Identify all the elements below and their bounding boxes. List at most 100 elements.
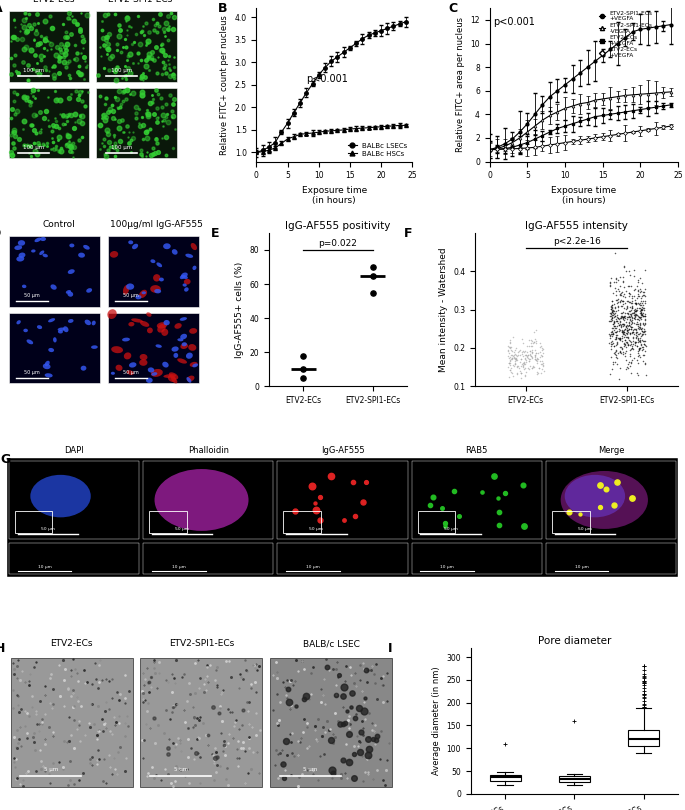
Point (630, 336, 640, 349)
Point (616, 342, 627, 355)
Point (639, 327, 650, 340)
Point (619, 336, 630, 349)
Point (614, 333, 625, 346)
Point (626, 355, 637, 368)
Point (298, 371, 309, 384)
Point (640, 338, 651, 351)
Point (638, 317, 649, 330)
Point (632, 288, 643, 301)
Point (612, 352, 623, 365)
Point (606, 339, 616, 352)
Ellipse shape (31, 249, 36, 253)
Point (522, 362, 533, 375)
Text: 100 µm: 100 µm (23, 68, 45, 73)
Point (631, 322, 642, 335)
Point (610, 332, 621, 345)
Point (538, 360, 549, 373)
Point (610, 293, 621, 306)
Point (630, 305, 641, 318)
Ellipse shape (68, 269, 75, 274)
Point (621, 327, 632, 340)
Point (508, 358, 519, 371)
Point (514, 343, 525, 356)
Point (517, 350, 528, 363)
Point (634, 271, 645, 284)
Point (617, 325, 628, 338)
Point (636, 294, 647, 307)
Point (640, 313, 651, 326)
Point (614, 271, 625, 284)
Point (619, 309, 630, 322)
Point (634, 311, 645, 324)
Point (619, 311, 630, 324)
Point (624, 327, 635, 340)
Point (503, 356, 514, 369)
Ellipse shape (78, 253, 85, 258)
Point (623, 331, 634, 344)
Point (633, 369, 644, 382)
Point (536, 366, 547, 379)
Legend: BALBc LSECs, BALBc HSCs: BALBc LSECs, BALBc HSCs (347, 141, 409, 158)
Ellipse shape (163, 243, 171, 249)
Point (502, 340, 513, 353)
Point (625, 314, 636, 327)
Point (636, 329, 647, 342)
Point (529, 335, 540, 348)
Point (613, 274, 624, 287)
Point (606, 301, 617, 314)
Ellipse shape (53, 337, 57, 343)
Text: A: A (0, 2, 3, 15)
Point (625, 323, 636, 336)
Point (629, 352, 640, 365)
Point (607, 327, 618, 340)
Point (521, 348, 532, 361)
Point (524, 352, 535, 365)
Point (637, 303, 648, 316)
FancyBboxPatch shape (11, 659, 133, 787)
Point (604, 337, 615, 350)
Point (623, 315, 634, 328)
Point (623, 264, 634, 277)
Point (536, 350, 547, 363)
Point (618, 294, 629, 307)
Point (608, 304, 619, 317)
Point (638, 324, 649, 337)
Point (526, 352, 537, 365)
Point (536, 342, 547, 355)
Point (611, 329, 622, 342)
Point (614, 346, 625, 359)
Point (625, 304, 636, 317)
Point (611, 338, 622, 351)
Point (616, 309, 627, 322)
Ellipse shape (560, 471, 648, 529)
Point (630, 304, 641, 317)
Text: C: C (448, 2, 458, 15)
Point (630, 326, 641, 339)
Point (627, 338, 638, 351)
Point (611, 319, 622, 332)
Point (621, 319, 632, 332)
Point (513, 349, 524, 362)
Point (508, 359, 519, 372)
Point (636, 309, 647, 322)
Point (631, 329, 642, 342)
Point (632, 334, 643, 347)
Point (624, 313, 635, 326)
Text: D: D (0, 227, 1, 240)
Point (510, 356, 521, 369)
Point (531, 323, 542, 336)
Point (627, 335, 638, 347)
Point (503, 352, 514, 365)
Point (517, 337, 528, 350)
Point (605, 271, 616, 284)
Point (634, 290, 645, 303)
Point (632, 340, 643, 353)
Point (605, 329, 616, 342)
Point (534, 362, 545, 375)
Point (628, 326, 639, 339)
Point (608, 314, 619, 327)
Point (605, 332, 616, 345)
Point (623, 338, 634, 351)
Point (636, 306, 647, 319)
Ellipse shape (18, 240, 25, 245)
